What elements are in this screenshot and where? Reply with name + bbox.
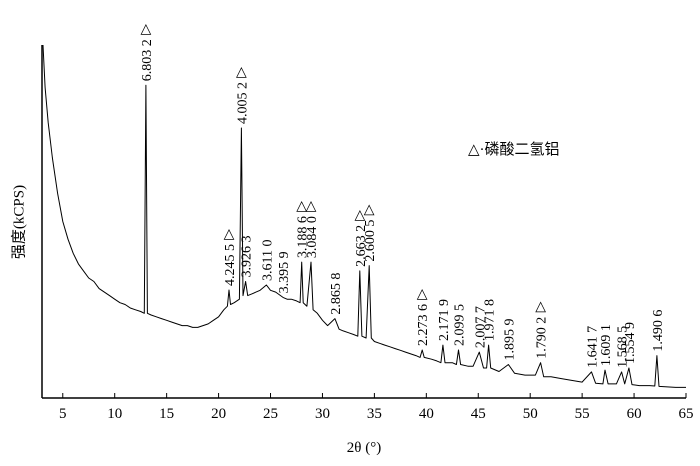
peak-marker: △ xyxy=(296,199,307,214)
peak-label: 1.641 7 xyxy=(585,326,600,368)
peak-label: 1.568 5 xyxy=(616,326,631,368)
peak-label: 2.007 7 xyxy=(473,306,488,348)
peak-label: 3.395 9 xyxy=(277,251,292,293)
peak-label: 1.790 2 xyxy=(535,317,550,359)
legend: △·磷酸二氢铝 xyxy=(468,141,560,158)
peak-label: 1.971 8 xyxy=(483,299,498,341)
peak-label: 1.490 6 xyxy=(651,310,666,352)
x-tick-label: 10 xyxy=(107,406,122,422)
x-tick-label: 25 xyxy=(263,406,278,422)
x-tick-label: 40 xyxy=(419,406,434,422)
peak-label: 1.895 9 xyxy=(502,318,517,360)
peak-marker: △ xyxy=(364,203,375,218)
x-tick-label: 30 xyxy=(315,406,330,422)
x-tick-label: 55 xyxy=(575,406,590,422)
peak-label: 1.554 9 xyxy=(623,322,638,364)
x-tick-label: 20 xyxy=(211,406,226,422)
peak-label: 3.611 0 xyxy=(260,240,275,281)
peak-label: 3.926 3 xyxy=(240,236,255,278)
peak-marker: △ xyxy=(417,287,428,302)
x-tick-label: 60 xyxy=(627,406,642,422)
xrd-line xyxy=(42,44,686,388)
peak-label: 2.273 6 xyxy=(416,304,431,346)
x-tick-label: 65 xyxy=(679,406,694,422)
peak-label: 2.865 8 xyxy=(329,273,344,315)
peak-label: 4.005 2 xyxy=(235,82,250,124)
peak-label: 3.188 6 xyxy=(296,216,311,258)
peak-label: 1.609 1 xyxy=(599,324,614,366)
peak-label: 3.084 0 xyxy=(305,216,320,258)
peak-marker: △ xyxy=(354,208,365,223)
peak-label: 6.803 2 xyxy=(140,39,155,81)
peak-marker: △ xyxy=(236,65,247,80)
x-tick-label: 5 xyxy=(59,406,67,422)
peak-marker: △ xyxy=(535,300,546,315)
peak-label: 2.171 9 xyxy=(437,299,452,341)
peak-label: 2.600 5 xyxy=(363,220,378,262)
x-tick-label: 15 xyxy=(159,406,174,422)
peak-label: 4.245 5 xyxy=(223,244,238,286)
peak-label: 2.663 2 xyxy=(354,225,369,267)
peak-marker: △ xyxy=(140,22,151,37)
peak-marker: △ xyxy=(224,227,235,242)
x-tick-label: 50 xyxy=(523,406,538,422)
y-axis-label: 强度(kCPS) xyxy=(10,185,27,259)
x-tick-label: 35 xyxy=(367,406,382,422)
peak-label: 2.099 5 xyxy=(453,304,468,346)
x-axis-label: 2θ (°) xyxy=(347,440,381,456)
x-tick-label: 45 xyxy=(471,406,486,422)
peak-marker: △ xyxy=(306,199,317,214)
